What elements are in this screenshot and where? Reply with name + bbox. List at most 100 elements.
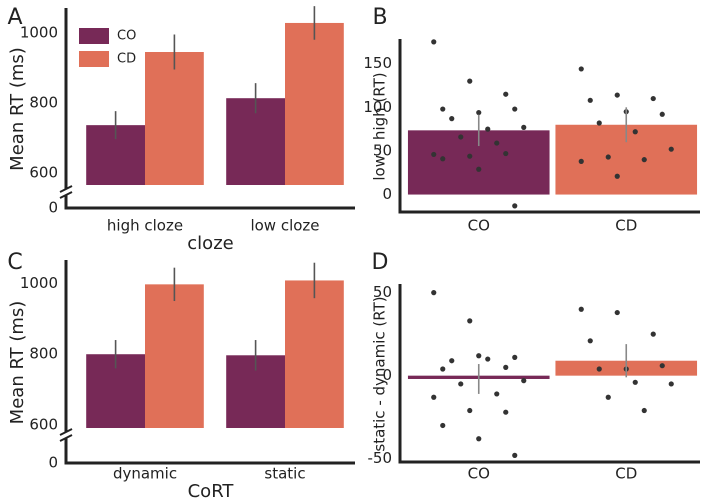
- data-point: [650, 95, 656, 102]
- x-axis-label: CoRT: [188, 481, 235, 502]
- data-point: [440, 156, 446, 162]
- panel-letter: C: [7, 250, 22, 275]
- data-point: [503, 409, 509, 415]
- data-point: [431, 39, 437, 45]
- data-point: [440, 422, 446, 429]
- data-point: [476, 109, 482, 116]
- y-tick-label: 100: [363, 98, 392, 116]
- data-point: [494, 140, 500, 146]
- data-point: [476, 353, 482, 359]
- data-point: [476, 436, 482, 442]
- data-point: [485, 126, 491, 132]
- data-point: [485, 356, 491, 362]
- x-tick-label: CO: [468, 217, 490, 235]
- axis-break-gap: [63, 432, 69, 438]
- y-tick-label: 600: [29, 164, 58, 182]
- data-point: [605, 394, 611, 400]
- data-point: [596, 120, 602, 126]
- y-axis-label: Mean RT (ms): [7, 301, 28, 425]
- y-tick-label: 0: [382, 366, 392, 384]
- y-tick-label: 1000: [20, 274, 58, 292]
- data-point: [632, 129, 638, 135]
- data-point: [467, 407, 473, 414]
- data-point: [521, 124, 527, 130]
- data-point: [503, 150, 509, 157]
- legend-swatch: [79, 28, 109, 44]
- data-point: [467, 153, 473, 159]
- data-point: [614, 92, 620, 98]
- data-point: [659, 363, 665, 369]
- data-point: [641, 157, 647, 163]
- data-point: [632, 379, 638, 385]
- data-point: [503, 91, 509, 97]
- y-axis-label: low - high (RT): [371, 72, 389, 180]
- data-point: [494, 391, 500, 397]
- y-tick-label: 800: [29, 94, 58, 112]
- data-point: [587, 338, 593, 344]
- y-tick-label: 1000: [20, 24, 58, 42]
- legend-label: CO: [117, 29, 136, 44]
- bar: [145, 284, 204, 428]
- panel-letter: B: [372, 5, 387, 30]
- y-tick-label: -50: [368, 449, 393, 467]
- data-point: [641, 407, 647, 414]
- panel-letter: A: [7, 5, 22, 30]
- y-tick-label: 800: [29, 345, 58, 363]
- data-point: [668, 381, 674, 387]
- data-point: [467, 78, 473, 84]
- x-tick-label: CO: [468, 465, 490, 483]
- y-axis-label: Mean RT (ms): [7, 47, 28, 171]
- x-tick-label: static: [264, 465, 305, 483]
- data-point: [431, 151, 437, 158]
- data-point: [614, 173, 620, 179]
- y-tick-label: 600: [29, 416, 58, 434]
- data-point: [512, 106, 518, 112]
- axis-break: [59, 428, 73, 436]
- x-tick-label: dynamic: [113, 465, 177, 483]
- data-point: [467, 318, 473, 324]
- data-point: [587, 97, 593, 103]
- panel-letter: D: [372, 250, 389, 275]
- axis-break: [59, 185, 73, 193]
- y-tick-label: 150: [363, 54, 392, 72]
- data-point: [578, 306, 584, 312]
- data-point: [431, 394, 437, 400]
- y-tick-label: 0: [48, 454, 58, 472]
- data-point: [605, 154, 611, 160]
- x-tick-label: CD: [615, 217, 637, 235]
- y-tick-label: 0: [48, 199, 58, 217]
- axis-break-gap: [63, 189, 69, 195]
- data-point: [503, 364, 509, 370]
- data-point: [578, 158, 584, 164]
- y-tick-label: 0: [382, 185, 392, 203]
- data-point: [578, 66, 584, 72]
- data-point: [650, 331, 656, 337]
- data-point: [521, 378, 527, 384]
- data-point: [668, 146, 674, 152]
- x-tick-label: high cloze: [107, 217, 183, 235]
- axis-break: [59, 191, 73, 199]
- data-point: [431, 290, 437, 296]
- legend-swatch: [79, 51, 109, 67]
- data-point: [512, 452, 518, 458]
- data-point: [458, 381, 464, 387]
- axis-break: [59, 434, 73, 442]
- data-point: [659, 111, 665, 117]
- y-tick-label: 50: [373, 141, 392, 159]
- data-point: [512, 203, 518, 209]
- x-tick-label: CD: [615, 465, 637, 483]
- data-point: [449, 116, 455, 122]
- data-point: [614, 309, 620, 316]
- bar: [285, 280, 344, 428]
- data-point: [440, 106, 446, 112]
- data-point: [596, 366, 602, 372]
- x-tick-label: low cloze: [250, 217, 319, 235]
- y-tick-label: 50: [373, 283, 392, 301]
- bar: [285, 22, 344, 186]
- data-point: [476, 166, 482, 172]
- data-point: [458, 134, 464, 140]
- x-axis-label: cloze: [187, 233, 233, 254]
- y-axis-label: static - dynamic (RT): [371, 296, 389, 451]
- bar: [145, 52, 204, 185]
